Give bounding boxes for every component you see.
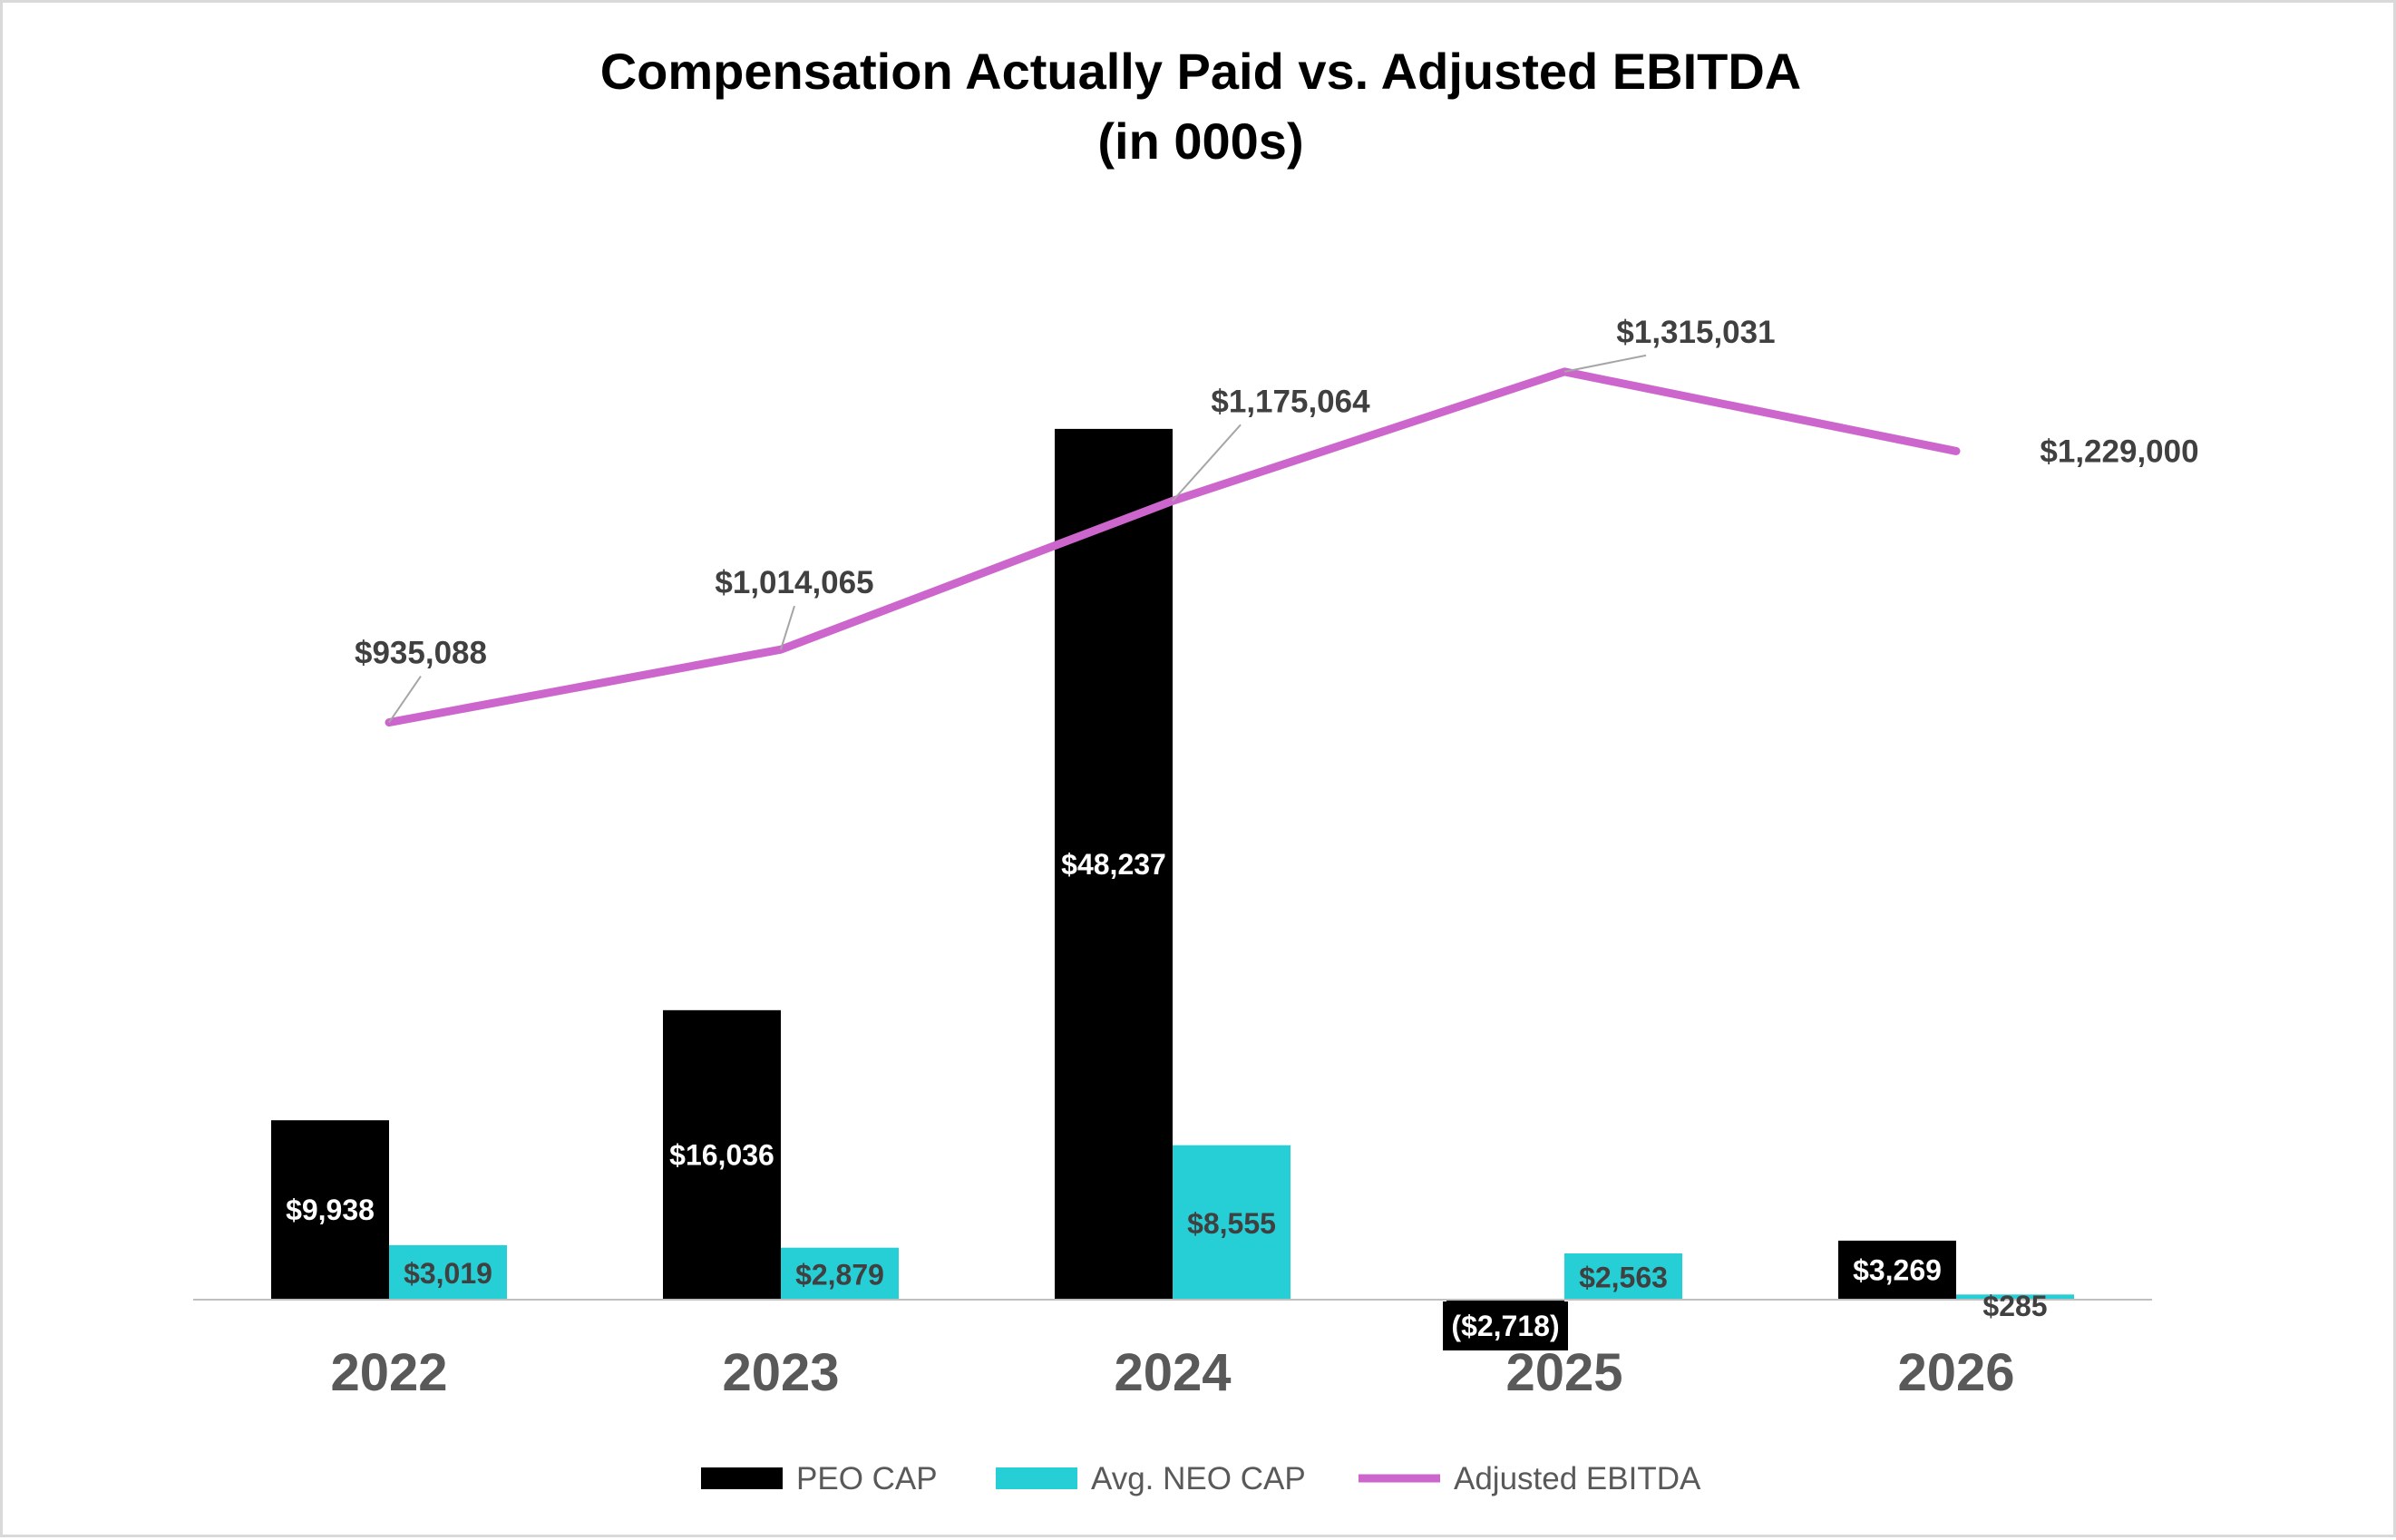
bar-label-peo-cap: ($2,718) [1451, 1310, 1559, 1342]
legend-label: Adjusted EBITDA [1454, 1461, 1701, 1496]
bar-label-peo-cap: $48,237 [1061, 848, 1166, 881]
line-label-adjusted-ebitda: $935,088 [355, 636, 487, 671]
leader-line [388, 676, 422, 724]
x-tick-label: 2026 [1897, 1343, 2014, 1402]
plot-area: $9,938 $3,019 $16,036 $2,879 $48,237 $8,555 ($… [193, 315, 2199, 1402]
line-label-adjusted-ebitda: $1,229,000 [2040, 434, 2198, 469]
x-tick-label: 2025 [1505, 1343, 1622, 1402]
bar-avg-neo-cap [389, 1244, 507, 1300]
bar-label-avg-neo-cap: $285 [1982, 1290, 2047, 1322]
legend-swatch [701, 1467, 783, 1489]
bar-peo-cap [663, 1009, 781, 1300]
bar-peo-cap [1838, 1240, 1956, 1300]
legend-label: Avg. NEO CAP [1091, 1461, 1306, 1496]
x-tick-label: 2024 [1114, 1343, 1231, 1402]
line-label-adjusted-ebitda: $1,014,065 [715, 565, 873, 600]
bar-label-box [1443, 1301, 1568, 1350]
legend: PEO CAP Avg. NEO CAP Adjusted EBITDA [701, 1461, 1701, 1496]
chart-subtitle: (in 000s) [1097, 112, 1303, 170]
bar-label-avg-neo-cap: $2,563 [1579, 1261, 1668, 1293]
legend-label: PEO CAP [796, 1461, 938, 1496]
bar-avg-neo-cap [1173, 1145, 1291, 1300]
legend-swatch [996, 1467, 1077, 1489]
bar-peo-cap [271, 1120, 389, 1300]
bar-label-avg-neo-cap: $2,879 [795, 1258, 884, 1291]
bar-avg-neo-cap [1956, 1294, 2074, 1300]
leader-line [1563, 354, 1647, 373]
bar-label-peo-cap: $3,269 [1853, 1253, 1942, 1286]
bar-avg-neo-cap [1564, 1252, 1682, 1300]
combo-chart: Compensation Actually Paid vs. Adjusted … [193, 43, 2199, 1496]
leader-line [1172, 424, 1242, 502]
bar-avg-neo-cap [781, 1247, 899, 1300]
leader-line [780, 605, 795, 650]
line-label-adjusted-ebitda: $1,175,064 [1211, 384, 1370, 419]
bar-label-peo-cap: $9,938 [286, 1194, 375, 1226]
bar-label-avg-neo-cap: $3,019 [404, 1257, 492, 1290]
x-tick-label: 2022 [330, 1343, 447, 1402]
chart-title: Compensation Actually Paid vs. Adjusted … [600, 43, 1802, 100]
x-tick-label: 2023 [722, 1343, 839, 1402]
bar-label-avg-neo-cap: $8,555 [1187, 1207, 1276, 1240]
bar-label-peo-cap: $16,036 [669, 1138, 774, 1171]
bar-peo-cap [1055, 428, 1173, 1300]
line-label-adjusted-ebitda: $1,315,031 [1616, 315, 1775, 350]
